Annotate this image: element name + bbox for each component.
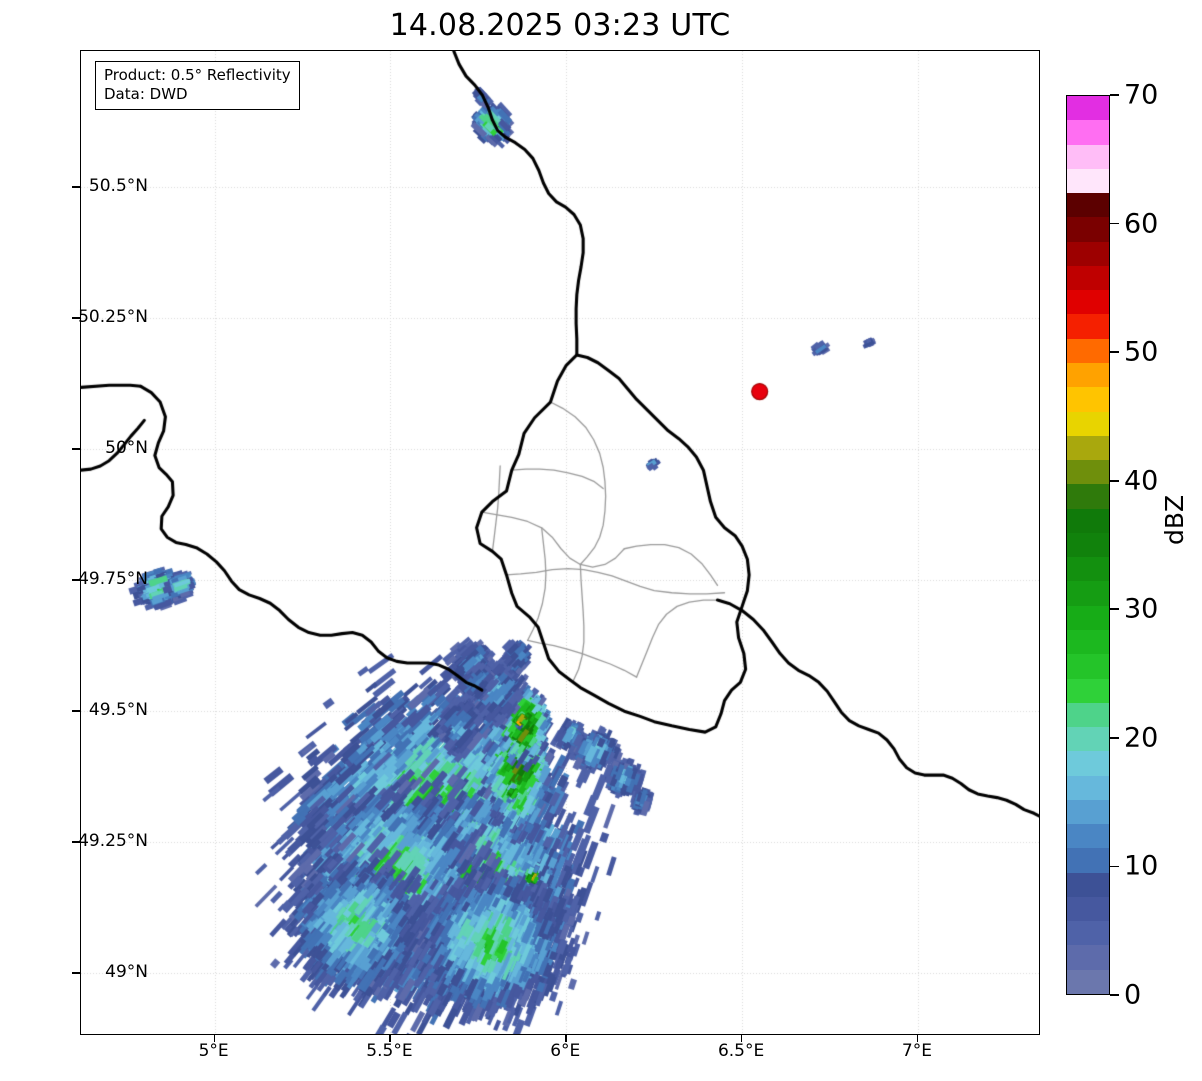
- x-axis-tick-mark: [916, 1035, 919, 1042]
- colorbar-tick-mark: [1110, 222, 1119, 225]
- colorbar-band: [1067, 944, 1109, 970]
- colorbar-band: [1067, 920, 1109, 946]
- colorbar-unit-label: dBZ: [1160, 494, 1189, 545]
- data-source-line: Data: DWD: [104, 85, 188, 104]
- colorbar-tick-mark: [1110, 737, 1119, 739]
- colorbar-band: [1067, 337, 1109, 363]
- radar-canvas-layer: [81, 51, 1039, 1034]
- colorbar-tick-mark: [1110, 994, 1119, 996]
- colorbar-band: [1067, 580, 1109, 606]
- colorbar-band: [1067, 264, 1109, 291]
- colorbar-band: [1067, 701, 1109, 728]
- colorbar-band: [1067, 507, 1109, 533]
- colorbar-band: [1067, 167, 1109, 194]
- x-axis-tick-mark: [565, 1035, 567, 1042]
- colorbar-tick-mark: [1110, 351, 1119, 353]
- x-axis-tick-label: 5°E: [198, 1041, 229, 1061]
- x-axis-tick-label: 6°E: [550, 1041, 581, 1061]
- map-plot-area[interactable]: Product: 0.5° Reflectivity Data: DWD: [80, 50, 1040, 1035]
- y-axis-tick-label: 49°N: [105, 962, 148, 983]
- colorbar[interactable]: [1066, 95, 1110, 995]
- y-axis-tick-mark: [72, 972, 80, 974]
- colorbar-band: [1067, 119, 1109, 145]
- colorbar-band: [1067, 750, 1109, 776]
- y-axis-tick-label: 50.25°N: [78, 307, 148, 328]
- colorbar-tick-mark: [1110, 865, 1119, 868]
- x-axis-tick-label: 5.5°E: [366, 1041, 413, 1061]
- x-axis-tick-label: 7°E: [901, 1041, 932, 1061]
- colorbar-band: [1067, 895, 1109, 922]
- colorbar-band: [1067, 653, 1109, 679]
- colorbar-tick-label: 0: [1124, 979, 1142, 1011]
- colorbar-band: [1067, 725, 1109, 752]
- colorbar-band: [1067, 240, 1109, 266]
- colorbar-tick-label: 60: [1124, 208, 1159, 240]
- colorbar-band: [1067, 289, 1109, 315]
- x-axis-tick-mark: [213, 1035, 216, 1042]
- colorbar-tick-label: 10: [1124, 850, 1159, 882]
- y-axis-tick-mark: [72, 579, 80, 581]
- colorbar-band: [1067, 96, 1109, 121]
- colorbar-tick-label: 20: [1124, 722, 1159, 754]
- colorbar-band: [1067, 604, 1109, 630]
- colorbar-band: [1067, 386, 1109, 412]
- x-axis-tick-mark: [389, 1035, 391, 1042]
- colorbar-band: [1067, 968, 1109, 994]
- y-axis-tick-label: 50.5°N: [88, 176, 148, 197]
- colorbar-band: [1067, 774, 1109, 800]
- colorbar-band: [1067, 216, 1109, 242]
- y-axis-tick-label: 50°N: [105, 438, 148, 459]
- product-line: Product: 0.5° Reflectivity: [104, 66, 291, 84]
- colorbar-band: [1067, 798, 1109, 825]
- colorbar-tick-label: 40: [1124, 465, 1159, 497]
- x-axis-tick-mark: [741, 1035, 743, 1042]
- y-axis-tick-label: 49.5°N: [88, 700, 148, 721]
- colorbar-band: [1067, 628, 1109, 655]
- page-title: 14.08.2025 03:23 UTC: [389, 7, 731, 43]
- colorbar-tick-mark: [1110, 608, 1119, 611]
- colorbar-band: [1067, 434, 1109, 461]
- y-axis-tick-mark: [72, 186, 80, 188]
- colorbar-tick-label: 30: [1124, 593, 1159, 625]
- x-axis-tick-label: 6.5°E: [717, 1041, 765, 1061]
- colorbar-band: [1067, 556, 1109, 582]
- product-info-box: Product: 0.5° Reflectivity Data: DWD: [95, 61, 300, 111]
- colorbar-tick-mark: [1110, 479, 1119, 482]
- colorbar-band: [1067, 847, 1109, 873]
- colorbar-gradient: [1066, 95, 1110, 995]
- y-axis-tick-mark: [72, 710, 80, 712]
- colorbar-band: [1067, 823, 1109, 849]
- colorbar-tick-label: 50: [1124, 336, 1159, 368]
- y-axis-tick-label: 49.25°N: [78, 831, 148, 852]
- colorbar-band: [1067, 143, 1109, 169]
- radar-site-marker: [81, 51, 1039, 1034]
- colorbar-tick-label: 70: [1124, 79, 1159, 111]
- colorbar-band: [1067, 871, 1109, 897]
- y-axis-tick-mark: [72, 841, 80, 843]
- colorbar-band: [1067, 361, 1109, 388]
- colorbar-band: [1067, 410, 1109, 436]
- y-axis-tick-mark: [72, 448, 80, 450]
- colorbar-band: [1067, 313, 1109, 339]
- y-axis-tick-mark: [72, 317, 80, 319]
- colorbar-band: [1067, 458, 1109, 485]
- colorbar-tick-mark: [1110, 94, 1119, 96]
- colorbar-band: [1067, 531, 1109, 558]
- y-axis-tick-label: 49.75°N: [78, 569, 148, 590]
- colorbar-band: [1067, 192, 1109, 218]
- colorbar-band: [1067, 483, 1109, 509]
- colorbar-band: [1067, 677, 1109, 703]
